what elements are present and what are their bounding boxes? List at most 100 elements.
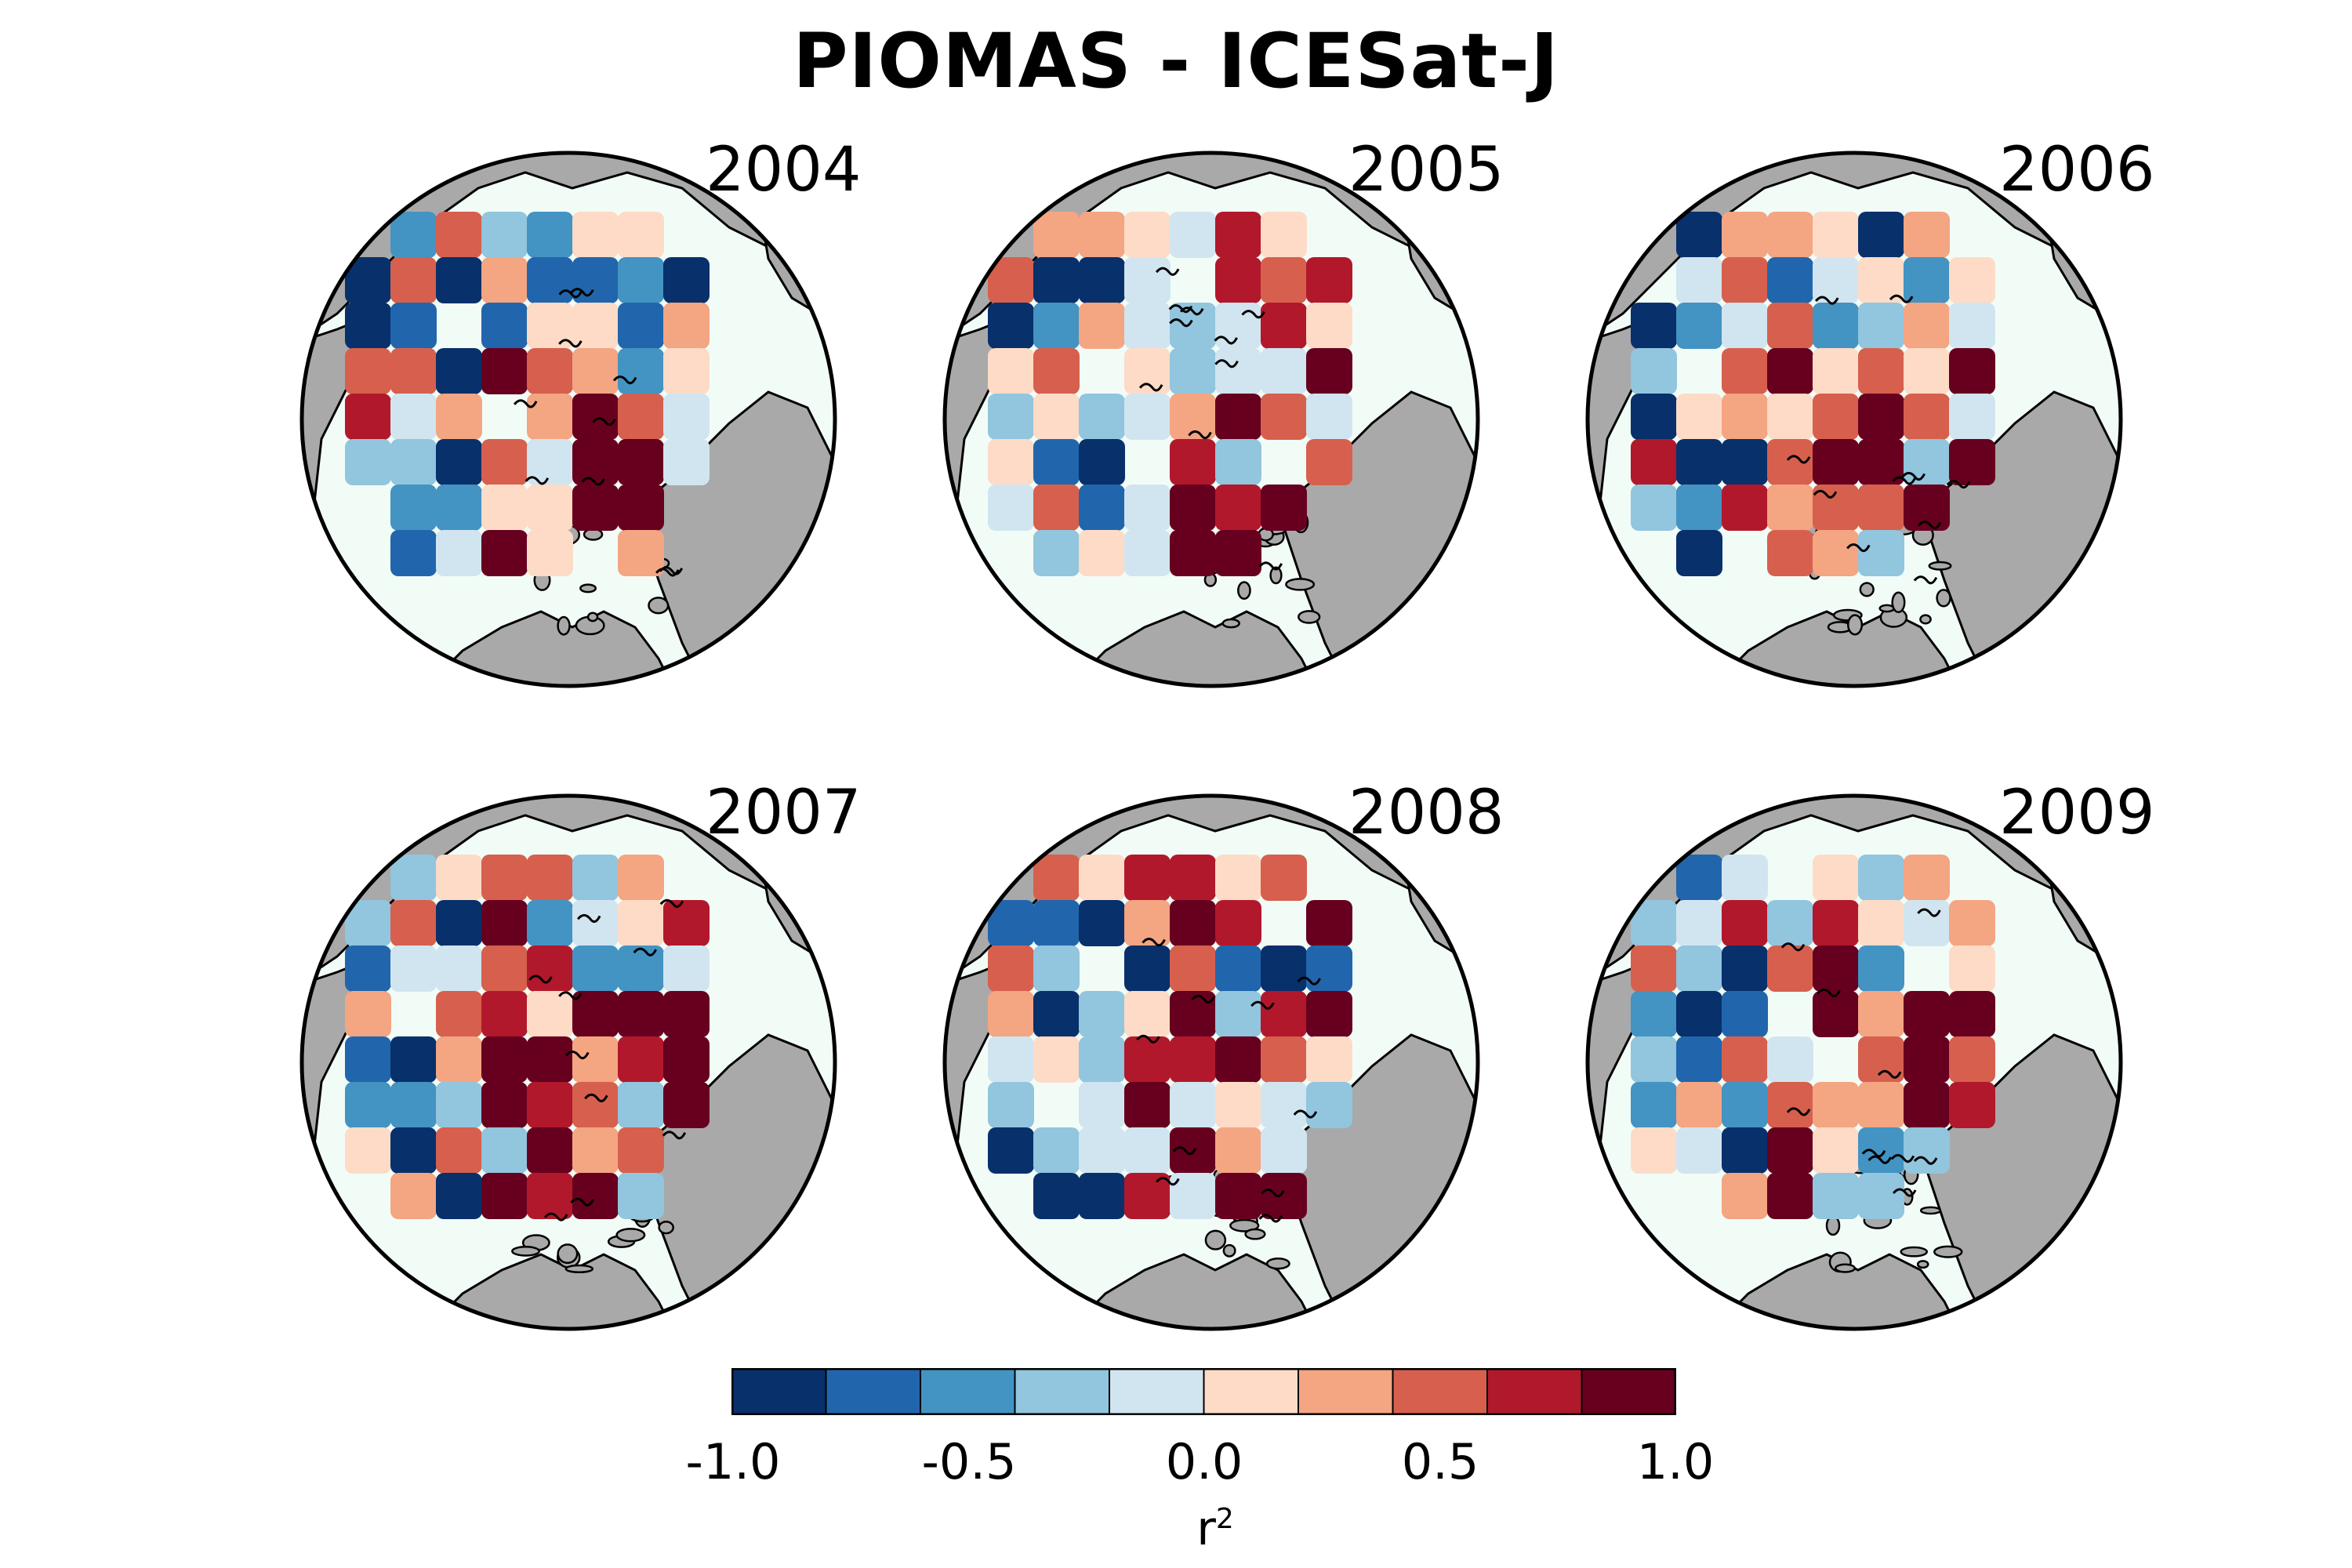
correlation-cell [1170,946,1216,992]
correlation-cell [1261,855,1307,901]
correlation-cell [1306,1036,1352,1083]
correlation-cell [481,348,528,394]
correlation-cell [1858,991,1904,1037]
correlation-cell [1306,394,1352,440]
correlation-cell [1631,900,1677,946]
correlation-cell [1904,1127,1950,1174]
correlation-cell [481,439,528,485]
correlation-cell [1722,991,1768,1037]
correlation-cell [436,348,482,394]
correlation-cell [1631,303,1677,349]
correlation-cell [1904,394,1950,440]
correlation-cell [436,439,482,485]
correlation-cell [618,439,664,485]
correlation-cell [481,900,528,946]
correlation-cell [1079,530,1125,576]
correlation-cell [1079,303,1125,349]
correlation-cell [1949,1036,1995,1083]
coastline [1179,307,1204,316]
island [1265,1258,1290,1270]
coastline [1258,1214,1283,1223]
correlation-cell [663,257,710,303]
correlation-cell [1858,257,1904,303]
colorbar-swatch [1298,1368,1394,1415]
correlation-cell [1813,212,1859,258]
correlation-cell [1767,212,1813,258]
correlation-cell [1767,394,1813,440]
correlation-cell [1858,900,1904,946]
correlation-cell [1949,394,1995,440]
correlation-cell [1079,439,1125,485]
coastline [1136,1034,1160,1044]
panel-year-label: 2005 [1348,135,1504,205]
colorbar [731,1368,1676,1415]
correlation-cell [436,1082,482,1128]
island [658,1220,674,1235]
coastline [1892,476,1916,485]
coastline [1258,561,1283,571]
correlation-cell [1261,991,1307,1037]
correlation-cell [1813,1173,1859,1219]
correlation-cell [1215,439,1261,485]
coastline [1813,489,1838,499]
correlation-cell [1813,946,1859,992]
island [1891,591,1906,614]
correlation-cell [1170,212,1216,258]
island [615,1228,646,1243]
panel-2005: 2005 [933,135,1504,706]
correlation-cell [663,439,710,485]
correlation-cell [1124,530,1171,576]
correlation-cell [1949,900,1995,946]
coastline [1901,471,1926,481]
map-body [1588,796,2121,1329]
island [1835,1263,1856,1273]
correlation-cell [527,946,573,992]
correlation-cell [1261,485,1307,531]
correlation-cell [1722,1036,1768,1083]
island [579,583,597,593]
coastline [1293,1109,1318,1119]
correlation-cell [1904,1082,1950,1128]
correlation-cell [527,439,573,485]
correlation-cell [345,348,391,394]
correlation-cell [1949,439,1995,485]
correlation-cell [988,900,1034,946]
correlation-cell [1215,303,1261,349]
coastline [612,376,637,385]
correlation-cell [1767,439,1813,485]
correlation-cell [390,1127,437,1174]
correlation-cell [988,1082,1034,1128]
correlation-cell [1079,1173,1125,1219]
correlation-cell [1767,1173,1813,1219]
colorbar-label: r2 [1196,1501,1234,1556]
coastline [1780,942,1806,952]
coastline [584,1093,608,1102]
correlation-cell [1033,530,1080,576]
figure-title: PIOMAS - ICESat-J [793,17,1559,105]
correlation-cell [988,394,1034,440]
correlation-cell [1767,1082,1813,1128]
correlation-cell [1215,1082,1261,1128]
correlation-cell [1904,257,1950,303]
coastline [1188,430,1212,440]
correlation-cell [1306,303,1352,349]
colorbar-swatch [1203,1368,1300,1415]
correlation-cell [663,900,710,946]
correlation-cell [1676,1036,1722,1083]
correlation-cell [1170,1173,1216,1219]
correlation-cell [345,900,391,946]
correlation-cell [1124,394,1171,440]
correlation-cell [1813,257,1859,303]
correlation-cell [1722,946,1768,992]
arctic-map-2004 [299,151,837,688]
correlation-cell [527,1127,573,1174]
panel-2006: 2006 [1576,135,2155,706]
correlation-cell [1813,439,1859,485]
island [557,615,571,636]
island [1859,582,1875,597]
correlation-cell [345,991,391,1037]
correlation-cell [1124,1036,1171,1083]
correlation-cell [1858,394,1904,440]
map-border [299,793,837,1331]
panel-year-label: 2008 [1348,778,1504,848]
